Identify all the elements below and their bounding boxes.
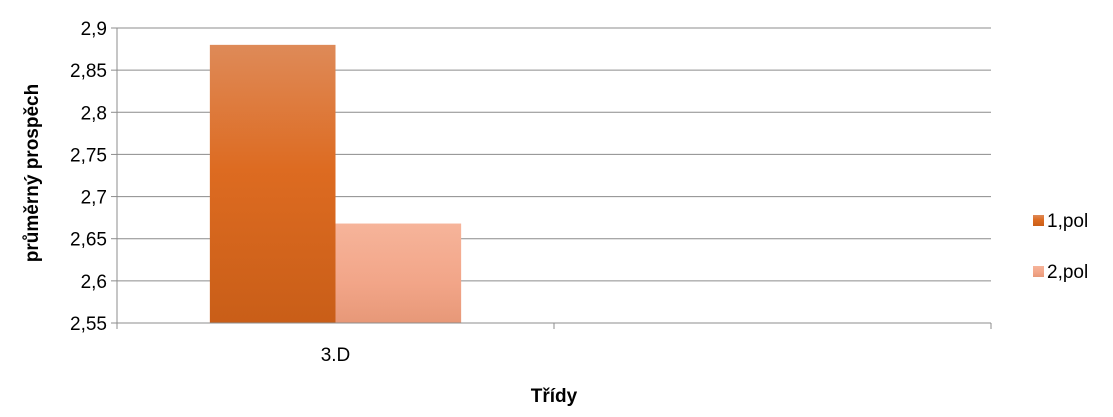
y-tick-label: 2,65 xyxy=(70,230,107,251)
legend-swatch-2-pol xyxy=(1033,266,1044,277)
y-tick-label: 2,6 xyxy=(81,272,107,293)
y-tick-label: 2,8 xyxy=(81,103,107,124)
legend-swatch-1-pol xyxy=(1033,215,1044,226)
x-tick-label: 3.D xyxy=(321,345,351,366)
legend: 1,pol 2,pol xyxy=(1033,211,1088,283)
bar-2-pol-3-D xyxy=(335,223,462,323)
y-tick-label: 2,85 xyxy=(70,61,107,82)
x-axis-title: Třídy xyxy=(531,386,578,407)
legend-label-1-pol: 1,pol xyxy=(1047,211,1088,232)
bars xyxy=(209,44,462,323)
y-tick-labels: 2,55 2,6 2,65 2,7 2,75 2,8 2,85 2,9 xyxy=(70,19,107,335)
legend-label-2-pol: 2,pol xyxy=(1047,262,1088,283)
y-tick-label: 2,7 xyxy=(81,188,107,209)
y-axis-title: průměrný prospěch xyxy=(22,84,43,262)
x-tick-labels: 3.D xyxy=(321,345,351,366)
y-tick-label: 2,9 xyxy=(81,19,107,40)
axes xyxy=(111,27,992,329)
y-tick-label: 2,55 xyxy=(70,314,107,335)
y-tick-label: 2,75 xyxy=(70,145,107,166)
bar-1-pol-3-D xyxy=(209,44,336,323)
